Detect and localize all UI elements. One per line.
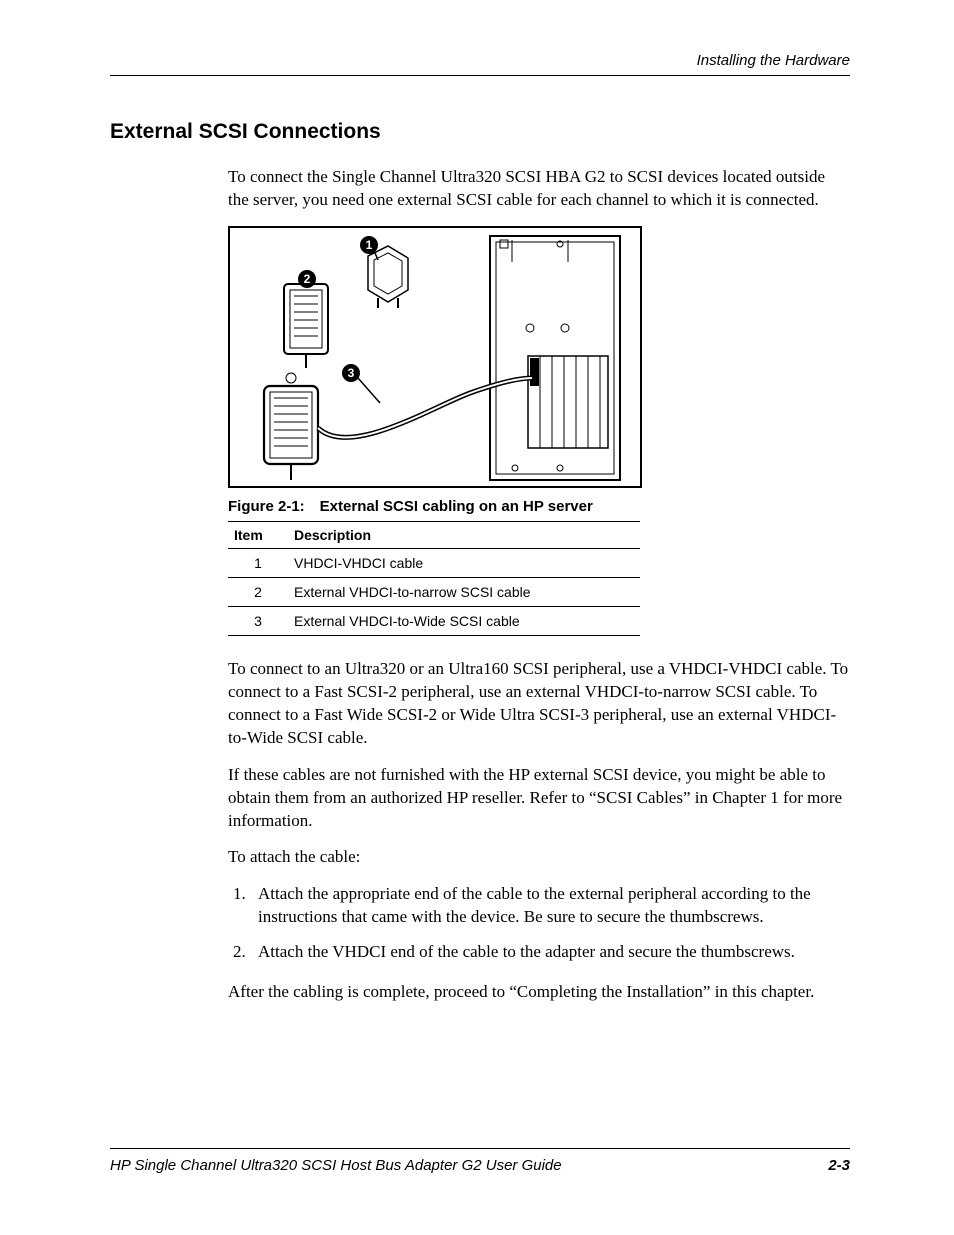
figure-2-1: 1 2 3 — [228, 226, 642, 488]
cell-desc: VHDCI-VHDCI cable — [288, 548, 640, 577]
figure-callout-3: 3 — [342, 364, 360, 382]
col-item-header: Item — [228, 521, 288, 548]
figure-callout-2: 2 — [298, 270, 316, 288]
paragraph: After the cabling is complete, proceed t… — [228, 981, 850, 1004]
table-row: 3 External VHDCI-to-Wide SCSI cable — [228, 606, 640, 635]
col-desc-header: Description — [288, 521, 640, 548]
step-item: Attach the appropriate end of the cable … — [250, 883, 850, 929]
footer-page-number: 2-3 — [828, 1157, 850, 1174]
step-item: Attach the VHDCI end of the cable to the… — [250, 941, 850, 964]
cell-desc: External VHDCI-to-Wide SCSI cable — [288, 606, 640, 635]
table-header-row: Item Description — [228, 521, 640, 548]
running-header: Installing the Hardware — [110, 52, 850, 76]
paragraph: To attach the cable: — [228, 846, 850, 869]
cell-item: 2 — [228, 577, 288, 606]
footer-title: HP Single Channel Ultra320 SCSI Host Bus… — [110, 1157, 562, 1174]
figure-key-table: Item Description 1 VHDCI-VHDCI cable 2 E… — [228, 521, 640, 636]
figure-callout-1: 1 — [360, 236, 378, 254]
cell-item: 3 — [228, 606, 288, 635]
table-row: 2 External VHDCI-to-narrow SCSI cable — [228, 577, 640, 606]
cell-desc: External VHDCI-to-narrow SCSI cable — [288, 577, 640, 606]
paragraph: If these cables are not furnished with t… — [228, 764, 850, 833]
cell-item: 1 — [228, 548, 288, 577]
figure-svg — [230, 228, 640, 486]
table-row: 1 VHDCI-VHDCI cable — [228, 548, 640, 577]
section-title: External SCSI Connections — [110, 120, 850, 144]
steps-list: Attach the appropriate end of the cable … — [228, 883, 850, 964]
paragraph: To connect to an Ultra320 or an Ultra160… — [228, 658, 850, 750]
intro-paragraph: To connect the Single Channel Ultra320 S… — [228, 166, 850, 212]
page-footer: HP Single Channel Ultra320 SCSI Host Bus… — [110, 1148, 850, 1174]
figure-caption: Figure 2-1: External SCSI cabling on an … — [228, 498, 850, 515]
